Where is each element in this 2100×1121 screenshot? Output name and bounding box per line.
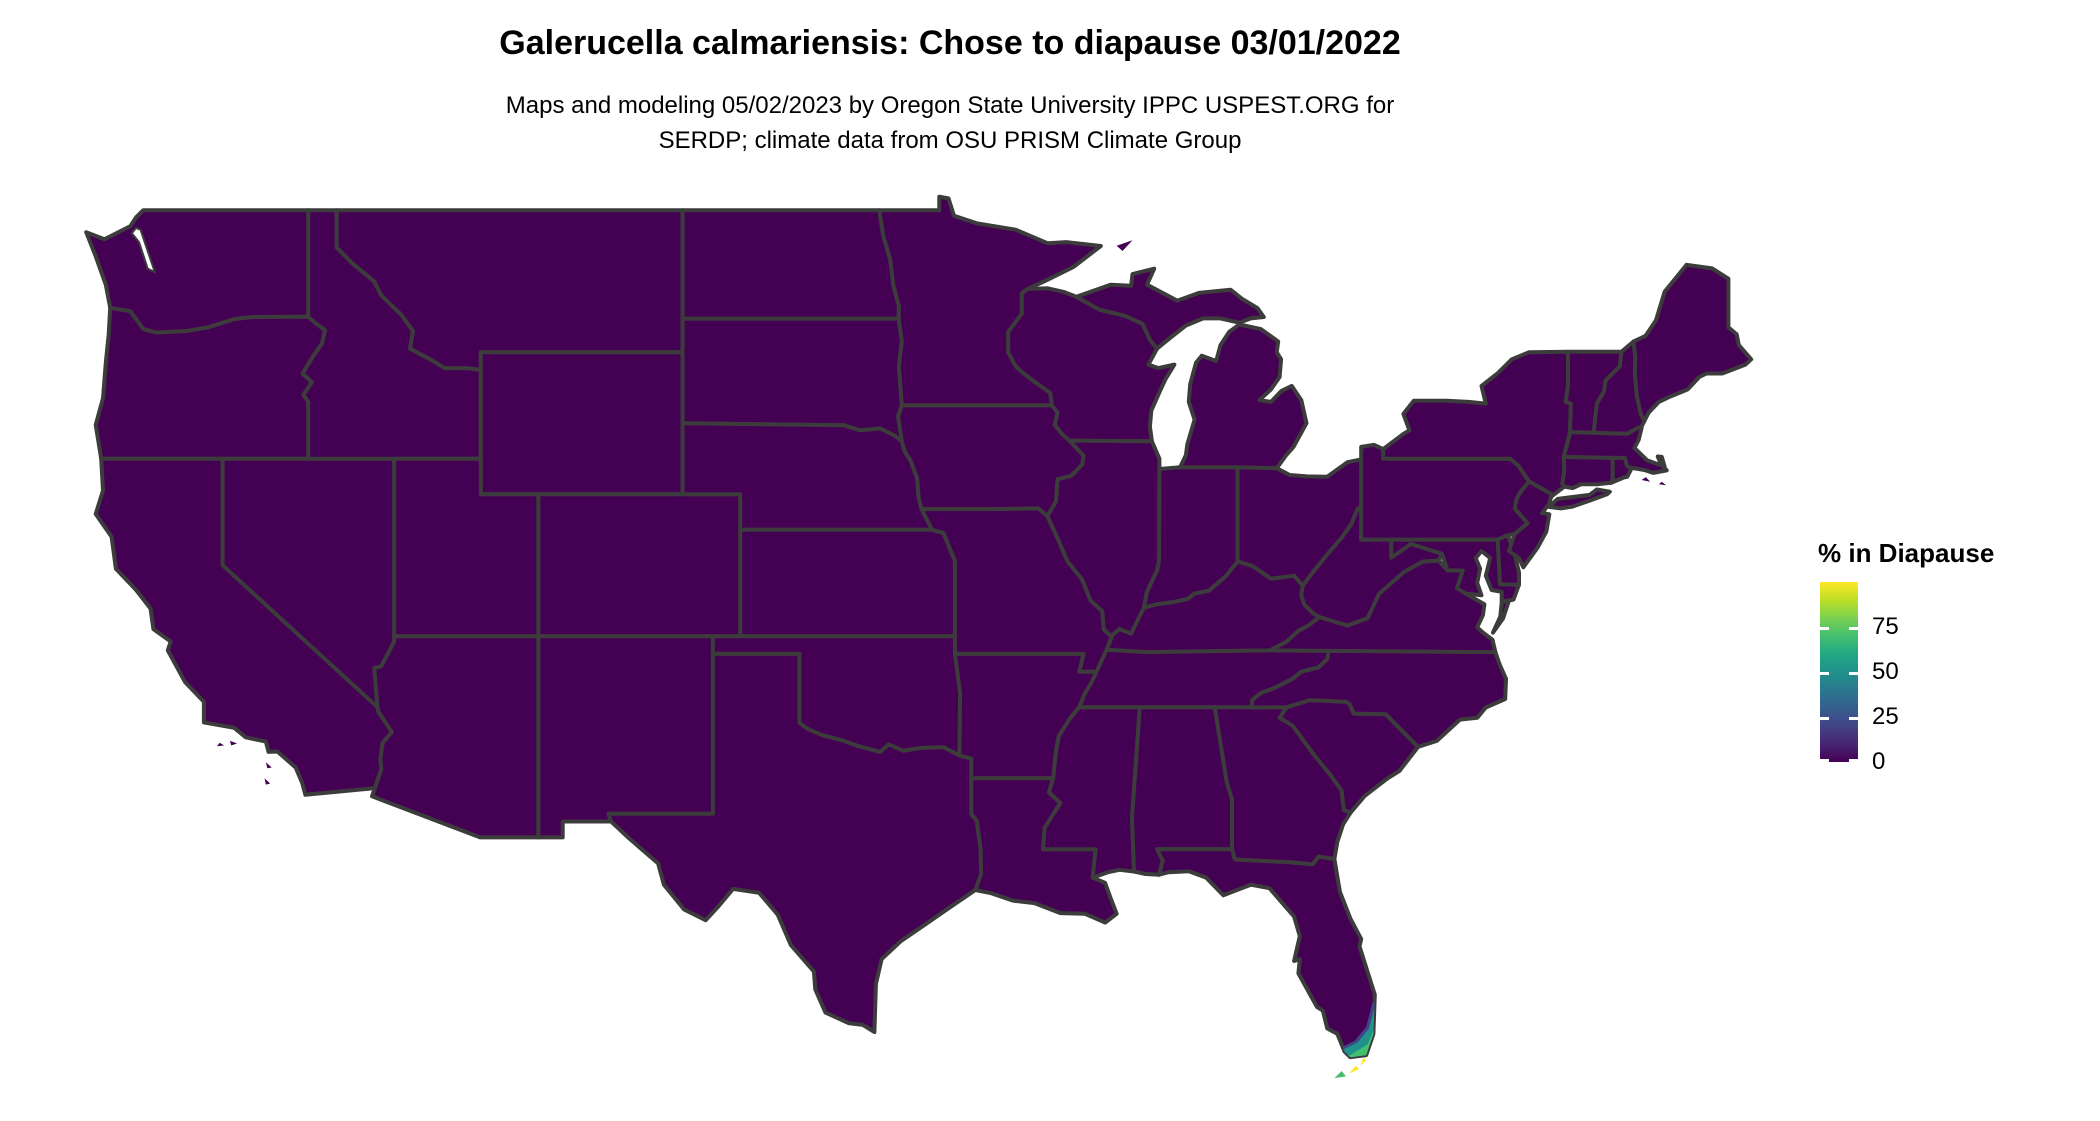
legend-colorbar bbox=[1820, 582, 1858, 762]
page-title: Galerucella calmariensis: Chose to diapa… bbox=[499, 24, 1401, 62]
island-san-clemente bbox=[264, 778, 271, 785]
state-ks bbox=[738, 527, 957, 639]
state-ct bbox=[1560, 454, 1615, 491]
legend-tick-label-0: 0 bbox=[1872, 748, 1886, 775]
legend-tick-label-75: 75 bbox=[1872, 613, 1899, 640]
state-va bbox=[1268, 558, 1498, 655]
legend-tick-75-l bbox=[1820, 627, 1829, 630]
legend-tick-50-l bbox=[1820, 672, 1829, 675]
legend-tick-25-l bbox=[1820, 717, 1829, 720]
island-marthas-vineyard bbox=[1641, 477, 1651, 482]
island-catalina bbox=[265, 762, 272, 769]
island-santa-rosa bbox=[216, 742, 225, 747]
inlet-puget-sound bbox=[130, 226, 156, 274]
state-va-shore bbox=[1491, 598, 1511, 635]
state-tx bbox=[606, 651, 984, 1034]
island-santa-cruz bbox=[229, 740, 238, 746]
state-nd bbox=[680, 208, 901, 321]
hotspot-band-2 bbox=[1340, 1030, 1375, 1058]
florida-keys-0 bbox=[1360, 1057, 1367, 1066]
subtitle-line-1: Maps and modeling 05/02/2023 by Oregon S… bbox=[505, 92, 1395, 119]
legend-tick-label-50: 50 bbox=[1872, 658, 1899, 685]
florida-keys-2 bbox=[1334, 1071, 1346, 1079]
legend-title: % in Diapause bbox=[1818, 538, 1995, 568]
state-co bbox=[536, 492, 743, 639]
legend-tick-75-r bbox=[1849, 627, 1858, 630]
legend-tick-0-l bbox=[1820, 759, 1829, 762]
legend-tick-25-r bbox=[1849, 717, 1858, 720]
state-mi bbox=[1178, 322, 1309, 471]
state-nc bbox=[1249, 648, 1508, 749]
island-nantucket bbox=[1658, 481, 1667, 486]
legend-tick-0-r bbox=[1849, 759, 1858, 762]
state-fl bbox=[1155, 847, 1377, 1060]
state-ny-li bbox=[1546, 487, 1612, 511]
state-nm bbox=[536, 634, 715, 840]
island-san-juan bbox=[136, 220, 144, 228]
state-mi-up bbox=[1074, 266, 1266, 351]
state-wy bbox=[478, 350, 685, 497]
legend-tick-50-r bbox=[1849, 672, 1858, 675]
florida-keys-1 bbox=[1348, 1065, 1359, 1074]
legend-tick-label-25: 25 bbox=[1872, 703, 1899, 730]
island-isle-royale bbox=[1116, 240, 1133, 251]
state-az bbox=[370, 634, 541, 840]
island-whidbey bbox=[144, 233, 152, 246]
state-nj bbox=[1506, 479, 1555, 570]
state-md bbox=[1389, 537, 1521, 604]
subtitle-line-2: SERDP; climate data from OSU PRISM Clima… bbox=[658, 127, 1242, 154]
state-or bbox=[93, 305, 327, 461]
state-me bbox=[1631, 262, 1754, 423]
